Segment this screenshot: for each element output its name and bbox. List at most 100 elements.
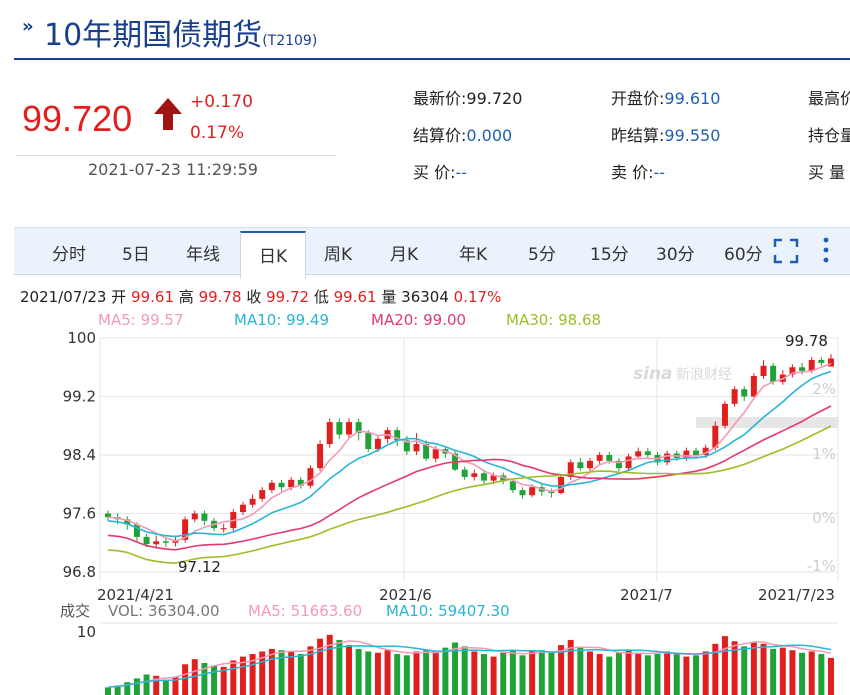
x-tick-label: 2021/7	[620, 586, 673, 604]
page-title: 10年期国债期货(T2109)	[44, 18, 318, 53]
volume-bar	[114, 685, 121, 695]
candle	[259, 490, 266, 499]
tab-9[interactable]: 30分	[656, 245, 695, 265]
candle	[712, 425, 719, 448]
price-change-pct: 0.17%	[190, 123, 245, 143]
candle	[480, 473, 487, 481]
tab-6[interactable]: 年K	[459, 245, 488, 265]
candle	[741, 389, 748, 397]
info-low: 99.61	[333, 288, 377, 306]
candle	[182, 519, 189, 540]
candle	[133, 524, 140, 537]
candle	[153, 541, 160, 545]
volume-bar	[394, 654, 401, 695]
candle	[808, 359, 815, 371]
info-close-label: 收	[246, 288, 262, 306]
volume-bar	[297, 654, 304, 695]
quote-field-label: 结算价:	[413, 126, 467, 145]
candle	[220, 528, 227, 530]
candle	[278, 482, 285, 488]
price-change: +0.170	[190, 92, 253, 112]
candle	[818, 359, 825, 363]
volume-bar	[721, 636, 728, 695]
quote-field-label: 最新价:	[413, 89, 467, 108]
candle	[596, 455, 603, 461]
volume-bar	[731, 641, 738, 695]
volume-bar	[162, 679, 169, 695]
volume-bar	[268, 648, 275, 695]
pct-tick-label: 2%	[812, 380, 836, 398]
volume-bar	[538, 650, 545, 695]
volume-bar	[480, 654, 487, 695]
info-open: 99.61	[131, 288, 174, 306]
fullscreen-icon[interactable]	[773, 238, 799, 264]
volume-bar	[346, 645, 352, 695]
volume-bar	[384, 650, 391, 695]
tab-8[interactable]: 15分	[590, 245, 629, 265]
tab-1[interactable]: 5日	[122, 245, 150, 265]
candle	[731, 389, 738, 404]
candle	[500, 475, 507, 482]
candle	[702, 447, 709, 455]
candle	[770, 365, 777, 382]
volume-bar	[201, 663, 208, 695]
volume-legend-item: 成交	[60, 602, 90, 620]
volume-bar	[760, 643, 767, 695]
x-tick-label: 2021/6	[379, 586, 432, 604]
candle	[799, 367, 806, 371]
candle	[828, 358, 834, 367]
page-header: » 10年期国债期货(T2109)	[0, 0, 850, 62]
tab-4[interactable]: 周K	[324, 245, 353, 265]
candle	[721, 403, 728, 426]
tab-5[interactable]: 月K	[390, 245, 419, 265]
candle	[394, 430, 401, 441]
quote-field-label: 最高价	[808, 89, 850, 108]
volume-bar	[490, 656, 497, 695]
candle	[124, 519, 131, 525]
volume-bar	[239, 656, 246, 695]
candle	[105, 513, 111, 518]
volume-bar	[567, 639, 574, 695]
candle	[336, 422, 343, 435]
volume-bar	[355, 648, 362, 695]
y-tick-label: 96.8	[63, 563, 96, 581]
volume-legend-item: MA10: 59407.30	[386, 602, 510, 620]
volume-ma-10	[107, 644, 832, 689]
volume-bar	[635, 652, 642, 695]
candle	[490, 475, 497, 481]
tab-3[interactable]: 日K	[240, 231, 307, 279]
volume-bar	[808, 651, 815, 695]
candle	[143, 536, 150, 545]
volume-bar	[664, 651, 671, 695]
tab-2[interactable]: 年线	[186, 245, 220, 265]
ma-legend-item: MA20: 99.00	[371, 311, 467, 329]
quote-time: 2021-07-23 11:29:59	[88, 160, 258, 179]
candle	[461, 469, 468, 477]
quote-field: 最高价	[808, 85, 850, 109]
tab-7[interactable]: 5分	[528, 245, 556, 265]
ma-legend-item: MA5: 99.57	[98, 311, 184, 329]
candle	[268, 482, 275, 491]
info-vol-label: 量	[381, 288, 397, 306]
watermark-logo: sina	[633, 364, 673, 384]
tab-0[interactable]: 分时	[52, 245, 86, 265]
candle	[567, 462, 574, 477]
settle-band	[696, 417, 838, 428]
volume-bar	[374, 652, 381, 695]
candle	[548, 491, 555, 494]
kline-chart[interactable]: sina 新浪财经 100 99.2 98.4 97.6 96.8 2% 1% 0% -1% 99.7…	[0, 325, 850, 695]
volume-bar	[529, 651, 536, 695]
y-tick-label: 100	[67, 329, 96, 347]
candle	[355, 422, 362, 434]
volume-bar	[587, 651, 593, 695]
tab-10[interactable]: 60分	[724, 245, 763, 265]
candle	[606, 455, 613, 461]
volume-bar	[317, 638, 324, 695]
volume-bar	[577, 647, 584, 695]
volume-bar	[519, 655, 526, 695]
volume-bar	[683, 656, 690, 695]
more-menu-icon[interactable]	[821, 236, 831, 264]
volume-bar	[211, 665, 218, 695]
volume-bar	[799, 652, 806, 695]
quote-field: 买 价:--	[413, 159, 467, 183]
